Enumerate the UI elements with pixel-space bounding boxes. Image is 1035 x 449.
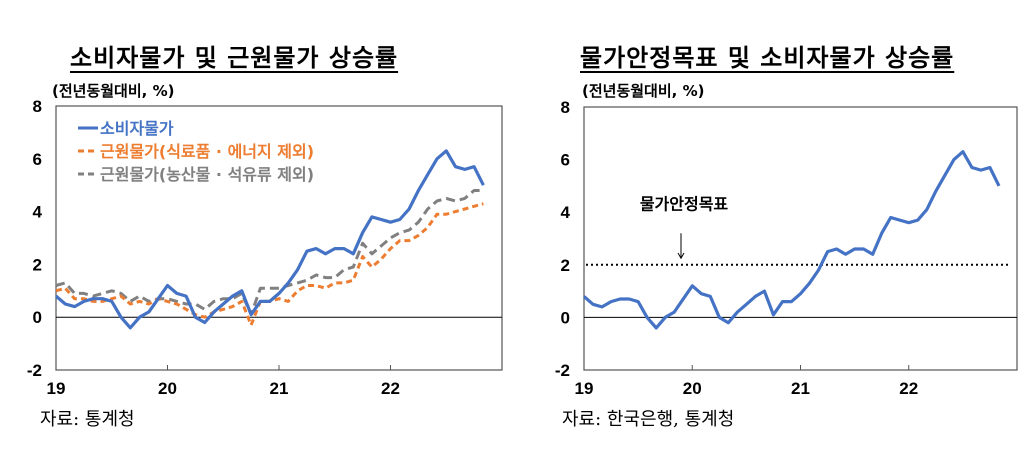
y-tick-label: -2 — [555, 361, 570, 380]
x-tick-label: 19 — [575, 379, 594, 398]
chart-title-left: 소비자물가 및 근원물가 상승률 — [70, 43, 399, 72]
x-tick-label: 21 — [270, 379, 289, 398]
legend-label-2: 근원물가(농산물 · 석유류 제외) — [100, 165, 314, 184]
unit-label-left: (전년동월대비, %) — [52, 82, 175, 100]
series-line-0 — [54, 149, 485, 330]
y-tick-label: 0 — [561, 308, 570, 327]
y-tick-label: 4 — [33, 203, 43, 222]
y-tick-label: 4 — [561, 203, 571, 222]
chart-title-right: 물가안정목표 및 소비자물가 상승률 — [580, 43, 955, 72]
plot-frame — [583, 106, 1018, 371]
x-tick-label: 22 — [899, 379, 918, 398]
y-tick-label: 0 — [33, 308, 42, 327]
x-tick-label: 19 — [47, 379, 66, 398]
x-tick-label: 20 — [158, 379, 177, 398]
legend-label-1: 근원물가(식료품 · 에너지 제외) — [100, 142, 314, 161]
x-tick-label: 20 — [683, 379, 702, 398]
y-tick-label: 2 — [33, 255, 42, 274]
y-tick-label: -2 — [27, 361, 42, 380]
source-right: 자료: 한국은행, 통계청 — [562, 409, 735, 430]
target-arrowhead — [677, 252, 685, 260]
x-tick-label: 21 — [791, 379, 810, 398]
series-line-0 — [582, 150, 1001, 330]
y-tick-label: 6 — [33, 150, 42, 169]
target-label: 물가안정목표 — [640, 195, 729, 214]
y-tick-label: 8 — [33, 97, 42, 116]
x-tick-label: 22 — [381, 379, 400, 398]
legend-label-0: 소비자물가 — [100, 119, 174, 138]
y-tick-label: 6 — [561, 151, 570, 170]
y-tick-label: 8 — [561, 98, 570, 117]
unit-label-right: (전년동월대비, %) — [582, 82, 705, 100]
y-tick-label: 2 — [561, 256, 570, 275]
source-left: 자료: 통계청 — [40, 409, 135, 430]
